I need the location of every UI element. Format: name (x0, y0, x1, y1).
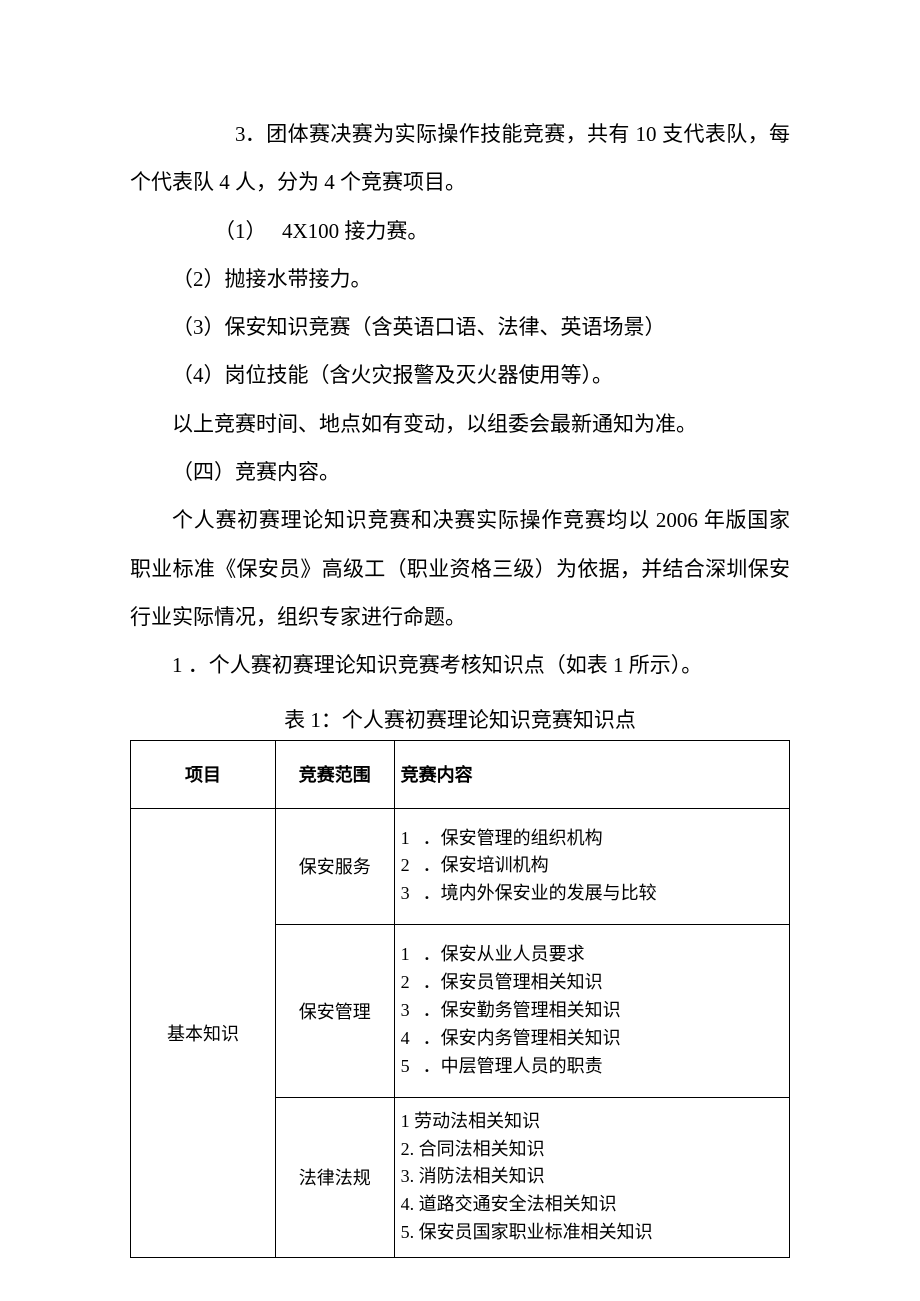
txt: ．保安员管理相关知识 (423, 969, 621, 997)
cell-category: 基本知识 (131, 808, 276, 1258)
txt: ．保安内务管理相关知识 (423, 1025, 621, 1053)
txt: ．中层管理人员的职责 (423, 1053, 621, 1081)
table-row: 基本知识 保安服务 1 2 3 ．保安管理的组织机构 ．保安培训机构 ．境内外保… (131, 808, 790, 925)
number-column: 1 2 3 (401, 825, 423, 909)
txt: ．保安管理的组织机构 (423, 825, 657, 853)
txt: ．保安勤务管理相关知识 (423, 997, 621, 1025)
list-line: 3. 消防法相关知识 (401, 1163, 783, 1191)
item-number: （1） (172, 207, 282, 255)
paragraph-note: 以上竞赛时间、地点如有变动，以组委会最新通知为准。 (130, 400, 790, 448)
paragraph-item-2: （2）抛接水带接力。 (130, 255, 790, 303)
num: 4 (401, 1025, 423, 1053)
paragraph-body: 个人赛初赛理论知识竞赛和决赛实际操作竞赛均以 2006 年版国家职业标准《保安员… (130, 496, 790, 641)
num: 3 (401, 997, 423, 1025)
content-list: 1 劳动法相关知识 2. 合同法相关知识 3. 消防法相关知识 4. 道路交通安… (401, 1108, 783, 1247)
num: 2 (401, 852, 423, 880)
table-header-row: 项目 竞赛范围 竞赛内容 (131, 740, 790, 808)
cell-scope: 保安服务 (275, 808, 394, 925)
paragraph-item-3: （3）保安知识竞赛（含英语口语、法律、英语场景） (130, 303, 790, 351)
list-number: 3 (183, 110, 245, 158)
text-column: ．保安从业人员要求 ．保安员管理相关知识 ．保安勤务管理相关知识 ．保安内务管理… (423, 941, 621, 1080)
paragraph-item-4: （4）岗位技能（含火灾报警及灭火器使用等）。 (130, 351, 790, 399)
paragraph-list-1: 1 ．个人赛初赛理论知识竞赛考核知识点（如表 1 所示）。 (130, 641, 790, 689)
num: 5 (401, 1053, 423, 1081)
item-text: 4X100 接力赛。 (282, 219, 428, 243)
txt: ．保安培训机构 (423, 852, 657, 880)
paragraph-item-1: （1）4X100 接力赛。 (130, 207, 790, 255)
paragraph-3: 3．团体赛决赛为实际操作技能竞赛，共有 10 支代表队，每个代表队 4 人，分为… (130, 110, 790, 207)
cell-content: 1 劳动法相关知识 2. 合同法相关知识 3. 消防法相关知识 4. 道路交通安… (394, 1097, 789, 1257)
list-line: 5. 保安员国家职业标准相关知识 (401, 1219, 783, 1247)
number-column: 1 2 3 4 5 (401, 941, 423, 1080)
num: 2 (401, 969, 423, 997)
list-line: 4. 道路交通安全法相关知识 (401, 1191, 783, 1219)
table-caption: 表 1：个人赛初赛理论知识竞赛知识点 (130, 704, 790, 734)
list-line: 2. 合同法相关知识 (401, 1136, 783, 1164)
num: 1 (401, 825, 423, 853)
txt: ．境内外保安业的发展与比较 (423, 880, 657, 908)
knowledge-table: 项目 竞赛范围 竞赛内容 基本知识 保安服务 1 2 3 ．保安管理的组织机构 … (130, 740, 790, 1259)
num: 1 (401, 941, 423, 969)
th-content: 竞赛内容 (394, 740, 789, 808)
cell-content: 1 2 3 4 5 ．保安从业人员要求 ．保安员管理相关知识 ．保安勤务管理相关… (394, 925, 789, 1097)
content-list: 1 2 3 4 5 ．保安从业人员要求 ．保安员管理相关知识 ．保安勤务管理相关… (401, 941, 783, 1080)
cell-scope: 法律法规 (275, 1097, 394, 1257)
txt: ．保安从业人员要求 (423, 941, 621, 969)
th-scope: 竞赛范围 (275, 740, 394, 808)
cell-content: 1 2 3 ．保安管理的组织机构 ．保安培训机构 ．境内外保安业的发展与比较 (394, 808, 789, 925)
section-heading-4: （四）竞赛内容。 (130, 448, 790, 496)
list-line: 1 劳动法相关知识 (401, 1108, 783, 1136)
num: 3 (401, 880, 423, 908)
text-column: ．保安管理的组织机构 ．保安培训机构 ．境内外保安业的发展与比较 (423, 825, 657, 909)
content-list: 1 2 3 ．保安管理的组织机构 ．保安培训机构 ．境内外保安业的发展与比较 (401, 825, 783, 909)
cell-scope: 保安管理 (275, 925, 394, 1097)
th-project: 项目 (131, 740, 276, 808)
